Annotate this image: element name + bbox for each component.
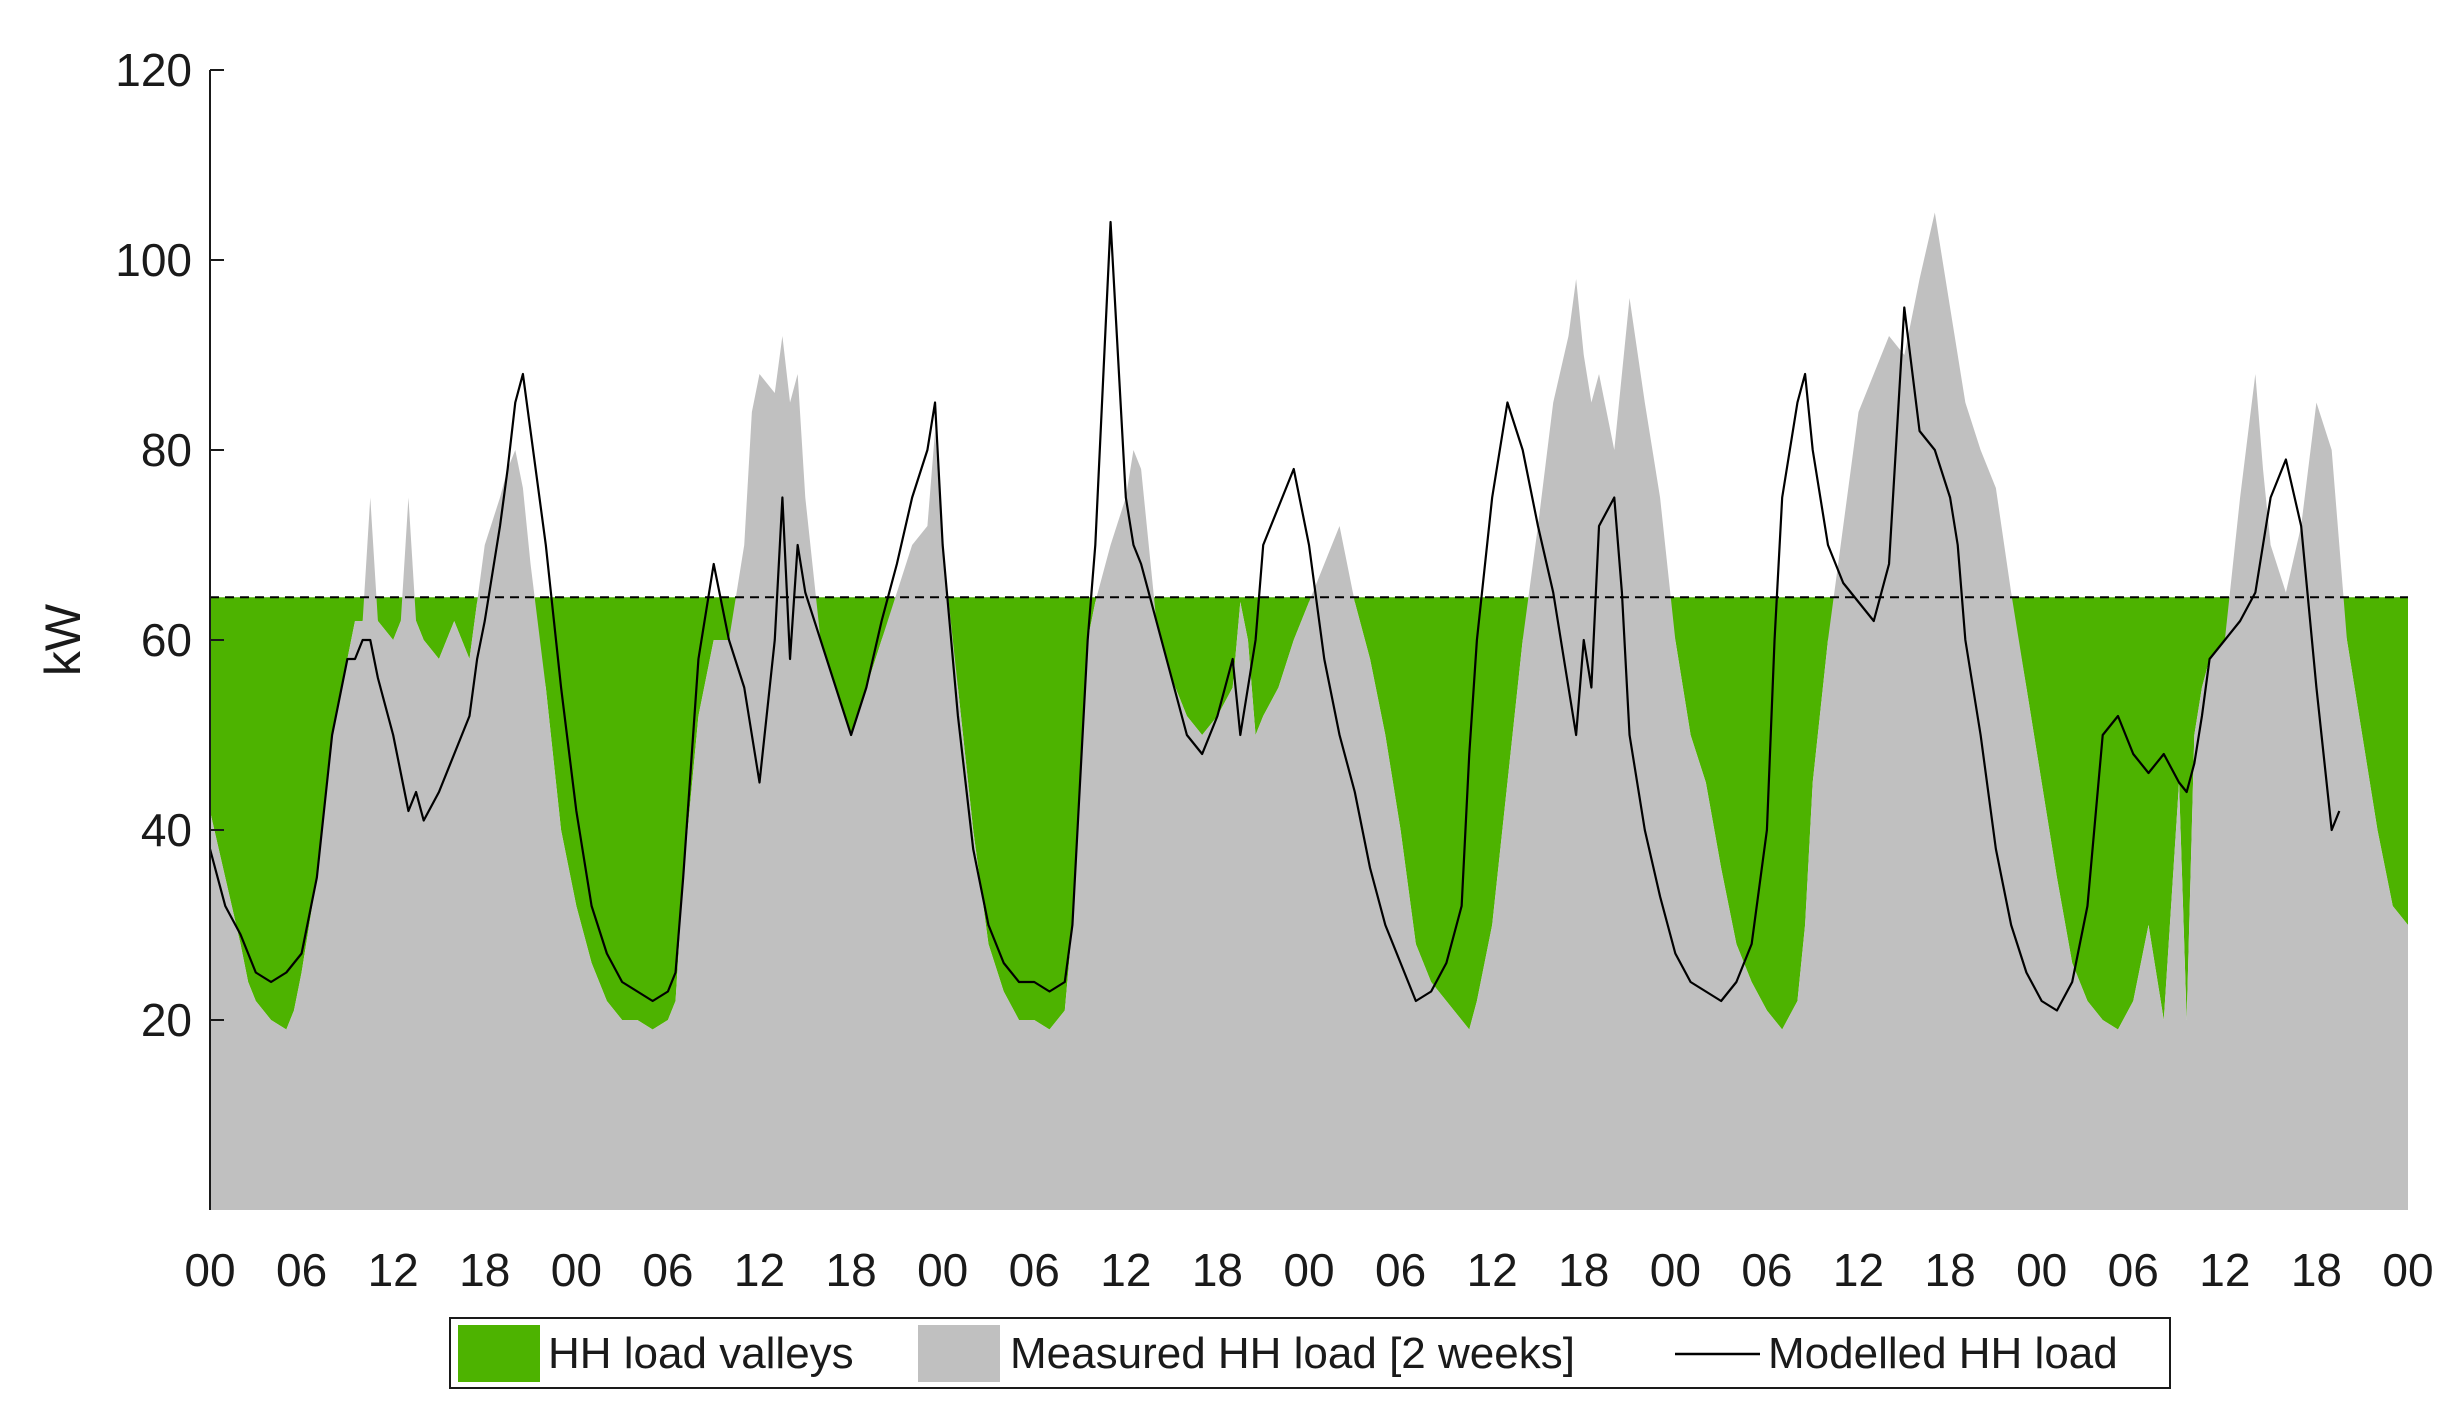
x-tick-label: 00 bbox=[551, 1244, 602, 1296]
x-tick-label: 18 bbox=[825, 1244, 876, 1296]
legend-box bbox=[449, 1317, 2171, 1389]
y-tick-label: 20 bbox=[141, 994, 192, 1046]
x-tick-label: 00 bbox=[1650, 1244, 1701, 1296]
measured-load-area bbox=[210, 212, 2408, 1210]
x-tick-label: 06 bbox=[642, 1244, 693, 1296]
x-tick-label: 12 bbox=[1833, 1244, 1884, 1296]
y-axis-label: kW bbox=[35, 603, 91, 676]
x-tick-label: 12 bbox=[1100, 1244, 1151, 1296]
y-tick-label: 40 bbox=[141, 804, 192, 856]
modelled-load-line bbox=[208, 220, 2341, 1012]
x-tick-label: 18 bbox=[1192, 1244, 1243, 1296]
x-ticks: 00 06 12 18 00 06 12 18 00 06 12 18 00 06 12 18 00 06 12 18… bbox=[184, 1244, 2433, 1296]
valleys-area bbox=[210, 597, 2408, 1030]
y-tick-label: 80 bbox=[141, 424, 192, 476]
x-tick-label: 06 bbox=[2108, 1244, 2159, 1296]
x-tick-label: 00 bbox=[917, 1244, 968, 1296]
legend: HH load valleys Measured HH load [2 week… bbox=[449, 1317, 2171, 1389]
legend-label-valleys: HH load valleys bbox=[548, 1329, 854, 1378]
x-tick-label: 06 bbox=[276, 1244, 327, 1296]
y-ticks: 20 40 60 80 100 120 bbox=[115, 44, 224, 1046]
x-tick-label: 18 bbox=[2291, 1244, 2342, 1296]
x-tick-label: 06 bbox=[1741, 1244, 1792, 1296]
x-tick-label: 18 bbox=[459, 1244, 510, 1296]
y-tick-label: 100 bbox=[115, 234, 192, 286]
x-tick-label: 00 bbox=[184, 1244, 235, 1296]
x-tick-label: 00 bbox=[2382, 1244, 2433, 1296]
x-tick-label: 12 bbox=[368, 1244, 419, 1296]
x-tick-label: 06 bbox=[1375, 1244, 1426, 1296]
legend-swatch-valleys bbox=[458, 1325, 540, 1382]
plot-area bbox=[208, 212, 2408, 1210]
x-tick-label: 00 bbox=[2016, 1244, 2067, 1296]
legend-swatch-measured bbox=[918, 1325, 1000, 1382]
x-tick-label: 18 bbox=[1558, 1244, 1609, 1296]
x-tick-label: 18 bbox=[1924, 1244, 1975, 1296]
y-tick-label: 60 bbox=[141, 614, 192, 666]
x-tick-label: 12 bbox=[734, 1244, 785, 1296]
x-tick-label: 12 bbox=[1467, 1244, 1518, 1296]
x-tick-label: 06 bbox=[1009, 1244, 1060, 1296]
y-tick-label: 120 bbox=[115, 44, 192, 96]
x-tick-label: 12 bbox=[2199, 1244, 2250, 1296]
legend-label-modelled: Modelled HH load bbox=[1768, 1329, 2118, 1378]
legend-label-measured: Measured HH load [2 weeks] bbox=[1010, 1329, 1575, 1378]
x-tick-label: 00 bbox=[1283, 1244, 1334, 1296]
